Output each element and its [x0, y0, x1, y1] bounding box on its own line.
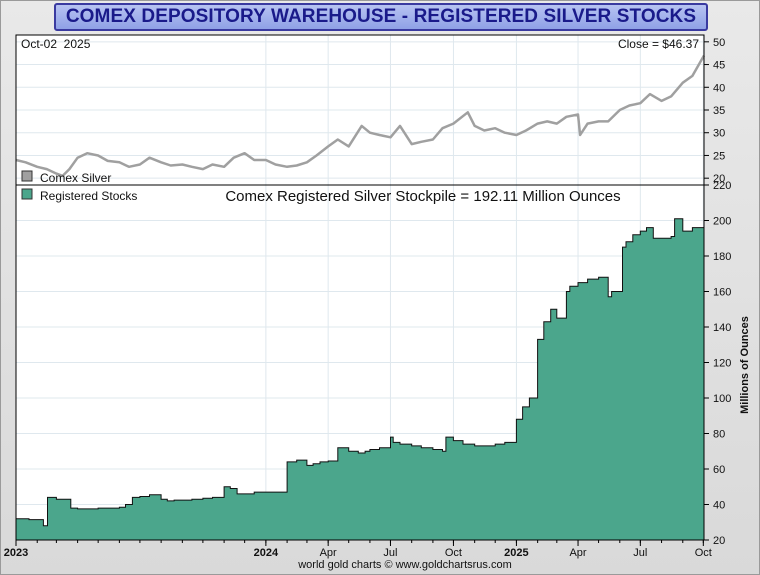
x-tick-label: 2023 — [4, 547, 28, 559]
stocks-y-tick-label: 120 — [713, 358, 731, 370]
x-tick-label: 2025 — [504, 547, 528, 559]
x-tick-label: Apr — [320, 547, 337, 559]
stocks-y-tick-label: 100 — [713, 393, 731, 405]
silver-y-tick-label: 40 — [713, 82, 725, 94]
stocks-legend-swatch — [21, 188, 33, 200]
stocks-y-tick-label: 40 — [713, 500, 725, 512]
stocks-y-tick-label: 60 — [713, 464, 725, 476]
y-axis-title: Millions of Ounces — [739, 316, 751, 414]
x-tick-label: Apr — [569, 547, 586, 559]
credit-label: world gold charts © www.goldchartsrus.co… — [297, 559, 512, 571]
silver-legend-label: Comex Silver — [40, 171, 111, 185]
registered-stocks-edge — [16, 218, 705, 527]
chart-title: COMEX DEPOSITORY WAREHOUSE - REGISTERED … — [65, 6, 697, 27]
x-tick-label: Oct — [445, 547, 462, 559]
stocks-y-tick-label: 220 — [713, 180, 731, 192]
silver-y-tick-label: 30 — [713, 128, 725, 140]
title-banner: COMEX DEPOSITORY WAREHOUSE - REGISTERED … — [54, 3, 708, 31]
stocks-y-tick-label: 180 — [713, 251, 731, 263]
silver-y-tick-label: 25 — [713, 150, 725, 162]
stocks-y-tick-label: 200 — [713, 216, 731, 228]
stockpile-title: Comex Registered Silver Stockpile = 192.… — [225, 188, 620, 205]
silver-legend-swatch — [21, 170, 33, 182]
axis-ticks: 2023 2024 Apr Jul Oct 2025 Apr Jul Oct2025303540… — [4, 37, 732, 559]
silver-y-tick-label: 20 — [713, 173, 725, 185]
x-tick-label: Jul — [633, 547, 647, 559]
registered-stocks-area — [16, 218, 704, 540]
stocks-y-tick-label: 140 — [713, 322, 731, 334]
date-label: Oct-02 2025 — [21, 37, 91, 51]
x-tick-label: 2024 — [254, 547, 279, 559]
stocks-y-tick-label: 160 — [713, 287, 731, 299]
silver-y-tick-label: 35 — [713, 105, 725, 117]
silver-y-tick-label: 45 — [713, 60, 725, 72]
stocks-y-tick-label: 80 — [713, 429, 725, 441]
comex-silver-line — [15, 54, 706, 178]
stocks-y-tick-label: 20 — [713, 535, 725, 547]
silver-line-group — [15, 54, 706, 178]
x-tick-label: Jul — [383, 547, 397, 559]
stocks-area-group — [16, 218, 705, 540]
stocks-legend-label: Registered Stocks — [40, 189, 137, 203]
close-label: Close = $46.37 — [618, 37, 699, 51]
x-tick-label: Oct — [695, 547, 712, 559]
silver-y-tick-label: 50 — [713, 37, 725, 49]
